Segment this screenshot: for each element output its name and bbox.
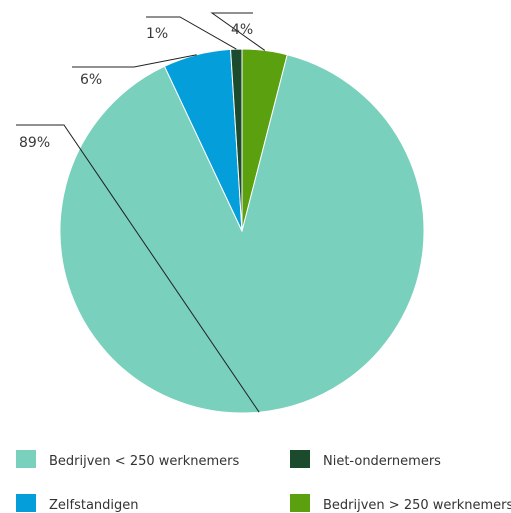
pie-slices [59, 48, 425, 414]
leader-line-1 [16, 124, 260, 413]
value-label-0: 4% [231, 22, 253, 38]
legend-item-bedrijven-groot: Bedrijven > 250 werknemers [290, 494, 511, 513]
value-label-3: 1% [146, 26, 168, 42]
leader-line-2 [72, 54, 197, 68]
value-label-1: 89% [19, 135, 50, 151]
legend-label: Bedrijven > 250 werknemers [323, 498, 511, 513]
legend-swatch [290, 450, 310, 468]
legend-item-niet-ondernemers: Niet-ondernemers [290, 450, 441, 469]
leader-line-3 [146, 16, 237, 50]
value-labels: 4% 89% 6% 1% [19, 22, 253, 151]
pie-slice-3 [230, 48, 243, 232]
leader-line-0 [210, 12, 266, 51]
legend-swatch [290, 494, 310, 512]
legend: Bedrijven < 250 werknemers Niet-ondernem… [16, 450, 511, 513]
legend-swatch [16, 450, 36, 468]
legend-item-zelfstandigen: Zelfstandigen [16, 494, 139, 513]
legend-label: Bedrijven < 250 werknemers [49, 454, 240, 469]
legend-label: Niet-ondernemers [323, 454, 441, 469]
legend-label: Zelfstandigen [49, 498, 139, 513]
value-label-2: 6% [80, 72, 102, 88]
legend-swatch [16, 494, 36, 512]
legend-item-bedrijven-klein: Bedrijven < 250 werknemers [16, 450, 240, 469]
leader-lines [16, 12, 266, 413]
